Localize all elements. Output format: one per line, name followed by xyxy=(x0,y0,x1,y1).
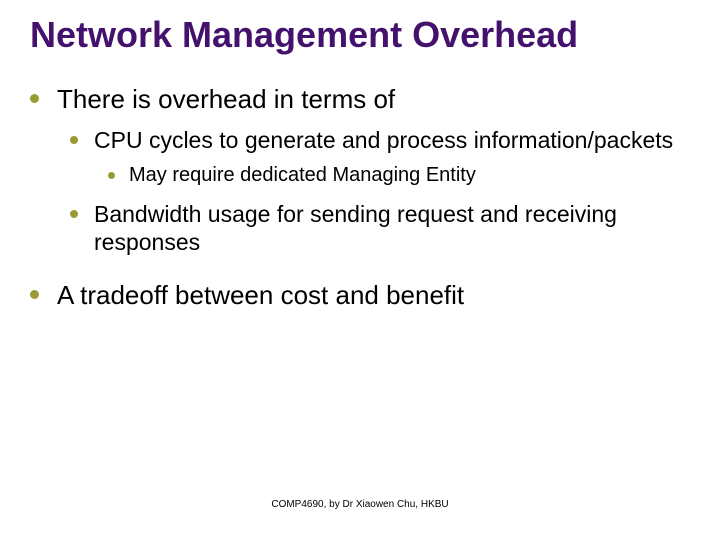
list-item-text: A tradeoff between cost and benefit xyxy=(57,279,690,312)
list-item: A tradeoff between cost and benefit xyxy=(30,279,690,312)
slide: Network Management Overhead There is ove… xyxy=(0,0,720,540)
bullet-icon xyxy=(70,136,78,144)
slide-footer: COMP4690, by Dr Xiaowen Chu, HKBU xyxy=(0,499,720,510)
bullet-icon xyxy=(30,94,39,103)
list-item: May require dedicated Managing Entity xyxy=(108,163,690,188)
list-item: There is overhead in terms of CPU cycles… xyxy=(30,83,690,257)
list-item-text: CPU cycles to generate and process infor… xyxy=(94,126,690,155)
bullet-icon xyxy=(108,172,115,179)
list-item-text: Bandwidth usage for sending request and … xyxy=(94,200,690,258)
bullet-list: There is overhead in terms of CPU cycles… xyxy=(30,83,690,311)
bullet-icon xyxy=(70,210,78,218)
list-item-text: May require dedicated Managing Entity xyxy=(129,163,690,188)
slide-title: Network Management Overhead xyxy=(30,14,690,55)
list-item: Bandwidth usage for sending request and … xyxy=(70,200,690,258)
list-item-text: There is overhead in terms of xyxy=(57,83,690,116)
bullet-icon xyxy=(30,290,39,299)
list-item: CPU cycles to generate and process infor… xyxy=(70,126,690,188)
